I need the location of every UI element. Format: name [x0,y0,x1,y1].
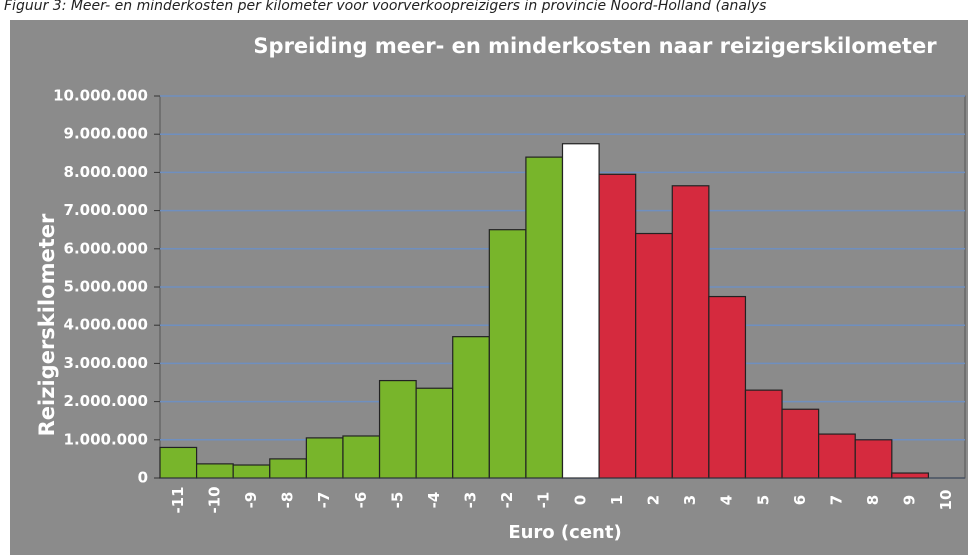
x-tick-label: 4 [718,495,736,505]
bar [671,185,710,479]
bar [195,463,234,479]
bar [159,446,198,479]
x-tick-label: -10 [205,486,223,513]
y-tick-label: 9.000.000 [64,125,148,143]
x-tick-label: -6 [352,492,370,509]
y-tick-label: 3.000.000 [64,354,148,372]
x-tick-label: -3 [462,492,480,509]
y-tick-label: 4.000.000 [64,316,148,334]
x-tick-label: 5 [754,495,772,505]
x-tick-label: 6 [791,495,809,505]
x-tick-label: -1 [535,492,553,509]
bar [378,379,417,479]
x-axis-label: Euro (cent) [508,522,621,543]
y-tick-label: 1.000.000 [64,430,148,448]
bar [891,472,930,479]
y-tick-label: 0 [138,469,148,487]
bar [269,458,307,479]
x-tick-label: 1 [608,495,626,505]
x-tick-label: 8 [864,495,882,505]
y-tick-label: 5.000.000 [64,278,148,296]
bar [561,143,600,479]
bar [525,156,564,479]
x-tick-label: -11 [169,486,187,513]
bar [598,173,637,479]
bar [488,229,527,479]
y-tick-label: 7.000.000 [64,201,148,219]
x-tick-label: 2 [644,495,662,505]
x-tick-label: -8 [279,492,297,509]
bar [781,408,820,479]
x-tick-label: -2 [498,492,516,509]
bar [854,439,893,479]
y-tick-label: 8.000.000 [64,163,148,181]
bar [232,464,271,479]
bar [818,433,856,479]
x-tick-label: 3 [681,495,699,505]
x-tick-label: -9 [242,492,260,509]
bar [635,232,673,479]
x-tick-label: -4 [425,492,443,509]
y-axis-label: Reizigerskilometer [35,213,59,436]
x-tick-label: -7 [315,492,333,509]
x-tick-label: -5 [388,492,406,509]
caption: Figuur 3: Meer- en minderkosten per kilo… [4,0,766,14]
bar [305,437,344,479]
y-tick-label: 2.000.000 [64,392,148,410]
bar [744,389,783,479]
bar [452,336,490,479]
y-tick-label: 10.000.000 [53,87,148,105]
x-tick-label: 7 [827,495,845,505]
bar [708,295,747,479]
bar [342,435,381,479]
x-tick-label: 10 [937,490,955,511]
chart-title: Spreiding meer- en minderkosten naar rei… [253,34,937,58]
x-tick-label: 9 [901,495,919,505]
x-tick-label: 0 [571,495,589,505]
bar [415,387,454,479]
y-tick-label: 6.000.000 [64,239,148,257]
